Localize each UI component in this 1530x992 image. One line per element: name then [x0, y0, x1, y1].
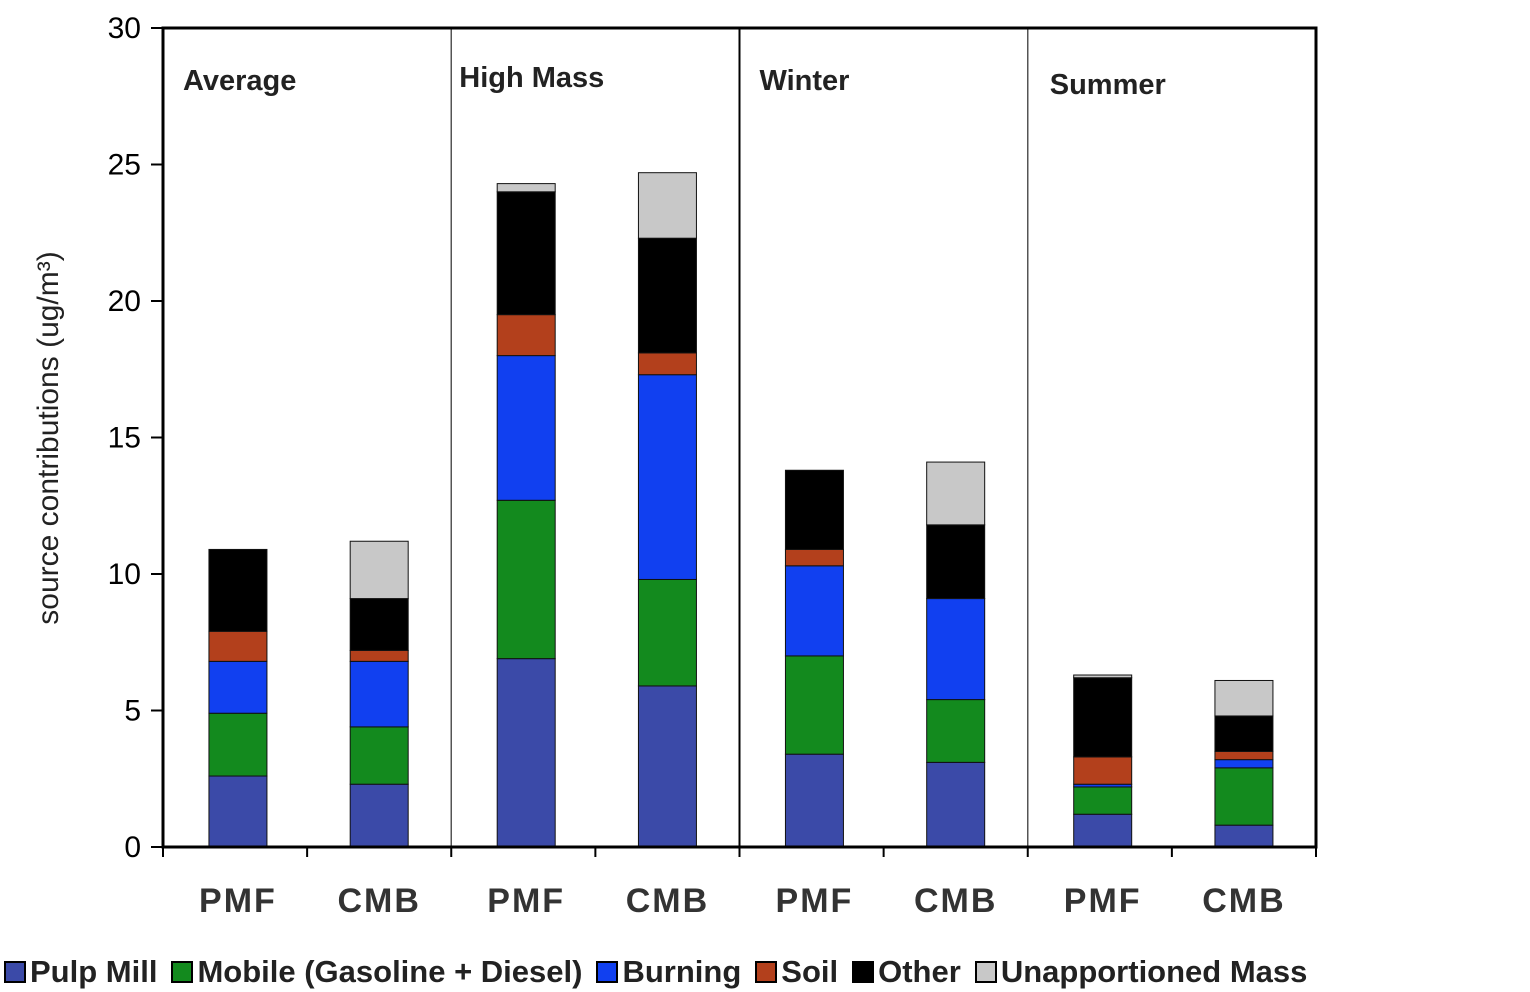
axes: PMF CMB PMF CMB PMF CMB PMF CMB 0 5 10 15 20 25 30 [108, 12, 1318, 920]
legend-label: Unapportioned Mass [1000, 954, 1308, 989]
y-tick-label: 15 [108, 422, 141, 455]
bar-segment [349, 726, 409, 785]
bar-segment [926, 699, 986, 763]
bar-segment [496, 355, 556, 501]
x-tick-label: PMF [776, 882, 854, 920]
bar-segment [1073, 674, 1133, 679]
legend-item: Unapportioned Mass [974, 954, 1308, 990]
bar-segment [208, 775, 268, 848]
bar-segment [1214, 767, 1274, 826]
bar-segment [1073, 677, 1133, 758]
bar-segment [784, 548, 844, 567]
y-tick-label: 20 [108, 285, 141, 318]
bar-segment [926, 524, 986, 600]
legend-swatch [4, 961, 26, 983]
legend-label: Mobile (Gasoline + Diesel) [197, 954, 583, 989]
bar-segment [637, 172, 697, 239]
legend-item: Pulp Mill [4, 954, 157, 990]
x-tick-label: PMF [1064, 882, 1142, 920]
y-tick-label: 10 [108, 558, 141, 591]
y-tick-label: 30 [108, 12, 141, 45]
legend-label: Burning [622, 954, 742, 989]
bar-segment [637, 374, 697, 580]
bar-segment [349, 660, 409, 728]
legend: Pulp Mill Mobile (Gasoline + Diesel) Burni… [4, 952, 1321, 992]
legend-swatch [974, 961, 997, 983]
bar-segment [208, 548, 268, 632]
legend-label: Pulp Mill [30, 954, 158, 989]
legend-label: Other [878, 954, 961, 989]
legend-swatch [755, 961, 778, 983]
bar-segment [926, 598, 986, 701]
x-tick-label: CMB [914, 882, 997, 920]
bar-segment [496, 658, 556, 848]
bar-segment [349, 649, 409, 662]
bar-segment [349, 540, 409, 600]
bar-segment [1073, 813, 1133, 848]
legend-item: Burning [596, 954, 741, 990]
bar-segment [637, 237, 697, 354]
bars [208, 172, 1274, 848]
x-tick-label: PMF [199, 882, 277, 920]
bar-segment [784, 469, 844, 550]
legend-swatch [171, 961, 194, 983]
bar-segment [349, 783, 409, 848]
legend-label: Soil [781, 954, 839, 989]
y-tick-label: 5 [124, 695, 141, 728]
bar-segment [496, 499, 556, 660]
x-tick-label: CMB [337, 882, 420, 920]
legend-item: Other [852, 954, 961, 990]
bar-segment [926, 761, 986, 848]
bar-segment [1073, 756, 1133, 785]
y-tick-label: 25 [108, 149, 141, 182]
bar-segment [496, 314, 556, 357]
bar-segment [496, 183, 556, 193]
panel-dividers: Average High Mass Winter Summer [183, 28, 1166, 847]
bar-segment [637, 578, 697, 687]
bar-segment [637, 352, 697, 376]
bar-segment [1214, 679, 1274, 717]
panel-label: Summer [1050, 69, 1166, 101]
x-tick-label: PMF [487, 882, 565, 920]
bar-segment [1073, 786, 1133, 815]
legend-item: Mobile (Gasoline + Diesel) [171, 954, 582, 990]
bar-segment [1214, 759, 1274, 769]
bar-segment [637, 685, 697, 848]
panel-label: Average [183, 65, 296, 97]
panel-label: Winter [760, 65, 850, 97]
legend-item: Soil [755, 954, 838, 990]
bar-segment [784, 655, 844, 755]
bar-segment [496, 191, 556, 316]
bar-segment [1214, 750, 1274, 761]
x-tick-label: CMB [1202, 882, 1285, 920]
bar-segment [784, 565, 844, 657]
bar-segment [208, 712, 268, 777]
bar-segment [349, 598, 409, 651]
panel-label: High Mass [459, 62, 604, 94]
bar-segment [208, 630, 268, 662]
bar-segment [208, 660, 268, 714]
x-tick-label: CMB [626, 882, 709, 920]
y-tick-label: 0 [124, 831, 141, 864]
bar-segment [1214, 715, 1274, 752]
bar-segment [926, 461, 986, 526]
y-axis-label: source contributions (ug/m³) [32, 251, 65, 624]
stacked-bar-chart: Average High Mass Winter Summer PMF CMB PMF CM… [32, 12, 1318, 920]
legend-swatch [596, 961, 619, 983]
bar-segment [784, 753, 844, 848]
bar-segment [1214, 824, 1274, 848]
legend-swatch [852, 961, 875, 983]
